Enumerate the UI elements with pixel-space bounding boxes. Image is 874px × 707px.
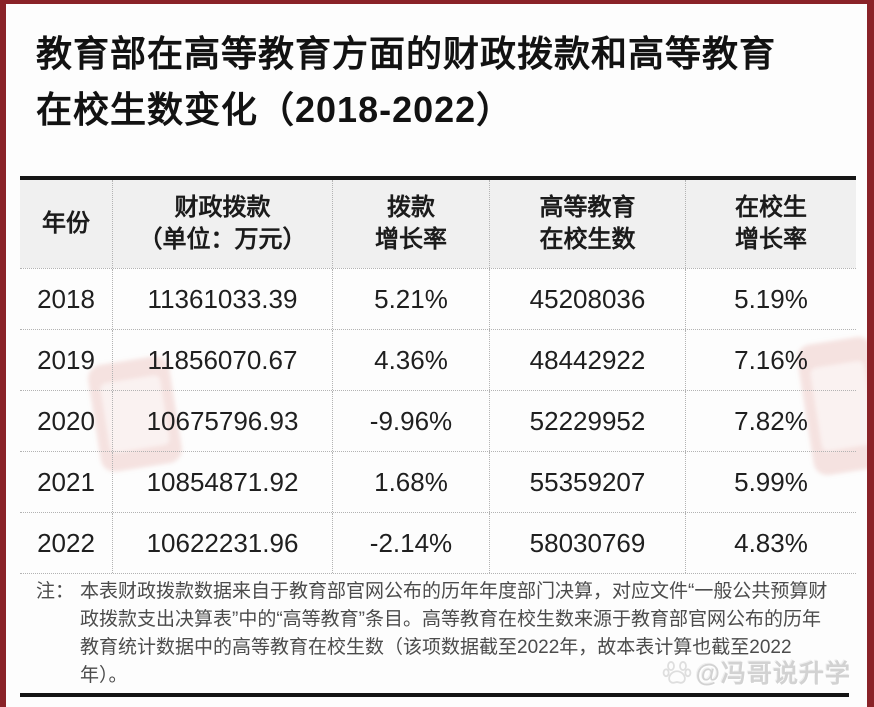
header-label: 在校生 — [735, 194, 807, 221]
title-line-2: 在校生数变化（2018-2022） — [36, 89, 514, 130]
header-students: 高等教育 在校生数 — [490, 180, 686, 268]
header-label: 在校生数 — [539, 226, 636, 253]
table-row: 2018 11361033.39 5.21% 45208036 5.19% — [20, 268, 856, 329]
cell-funding: 11361033.39 — [113, 269, 333, 329]
header-funding: 财政拨款 （单位：万元） — [113, 180, 333, 268]
cell-funding-growth: -9.96% — [333, 391, 490, 451]
cell-students-growth: 7.16% — [734, 344, 808, 375]
table-row: 2019 11856070.67 4.36% 48442922 7.16% — [20, 329, 856, 390]
author-handle: @冯哥说升学 — [695, 660, 851, 688]
header-label: （单位：万元） — [138, 226, 307, 253]
cell-students-growth: 7.82% — [734, 405, 808, 436]
table-row: 2021 10854871.92 1.68% 55359207 5.99% — [20, 451, 856, 512]
header-year: 年份 — [20, 180, 113, 268]
cell-year: 2020 — [20, 391, 113, 451]
cell-students-growth: 5.99% — [734, 466, 808, 497]
header-label: 高等教育 — [539, 194, 636, 221]
table-row: 2020 10675796.93 -9.96% 52229952 7.82% — [20, 390, 856, 451]
cell-students: 55359207 — [490, 452, 686, 512]
cell-year: 2021 — [20, 452, 113, 512]
header-students-growth: 在校生 增长率 — [686, 180, 856, 268]
cell-students: 48442922 — [490, 330, 686, 390]
header-label: 年份 — [42, 210, 90, 237]
cell-funding-growth: 5.21% — [333, 269, 490, 329]
header-label: 拨款 — [387, 194, 435, 221]
paw-icon — [662, 661, 691, 684]
cell-students-growth: 4.83% — [734, 527, 808, 558]
header-label: 增长率 — [735, 226, 807, 253]
cell-students: 45208036 — [490, 269, 686, 329]
page-title: 教育部在高等教育方面的财政拨款和高等教育 在校生数变化（2018-2022） — [36, 26, 845, 138]
cell-funding: 10675796.93 — [113, 391, 333, 451]
cell-year: 2022 — [20, 513, 113, 573]
cell-funding-growth: -2.14% — [333, 513, 490, 573]
footnote: 注： 本表财政拨款数据来自于教育部官网公布的历年年度部门决算，对应文件“一般公共… — [36, 578, 839, 690]
author-watermark: @冯哥说升学 — [662, 654, 851, 690]
header-label: 增长率 — [375, 226, 447, 253]
cell-funding-growth: 1.68% — [333, 452, 490, 512]
table-header-row: 年份 财政拨款 （单位：万元） 拨款增长率 高等教育在校生数 在校生增长率 — [20, 180, 856, 268]
cell-funding: 11856070.67 — [113, 330, 333, 390]
title-line-1: 教育部在高等教育方面的财政拨款和高等教育 — [36, 33, 777, 74]
footnote-prefix: 注： — [36, 581, 75, 602]
header-funding-growth: 拨款 增长率 — [333, 180, 490, 268]
cell-year: 2018 — [20, 269, 113, 329]
cell-students: 58030769 — [490, 513, 686, 573]
cell-funding: 10622231.96 — [113, 513, 333, 573]
table-row: 2022 10622231.96 -2.14% 58030769 4.83% — [20, 512, 856, 574]
header-label: 财政拨款 — [174, 194, 271, 221]
table-bottom-rule — [20, 693, 849, 697]
cell-funding: 10854871.92 — [113, 452, 333, 512]
cell-year: 2019 — [20, 330, 113, 390]
cell-funding-growth: 4.36% — [333, 330, 490, 390]
data-table: 年份 财政拨款 （单位：万元） 拨款增长率 高等教育在校生数 在校生增长率 201… — [20, 176, 856, 574]
cell-students-growth: 5.19% — [734, 283, 808, 314]
cell-students: 52229952 — [490, 391, 686, 451]
footnote-text: 本表财政拨款数据来自于教育部官网公布的历年年度部门决算，对应文件“一般公共预算财… — [80, 581, 828, 686]
